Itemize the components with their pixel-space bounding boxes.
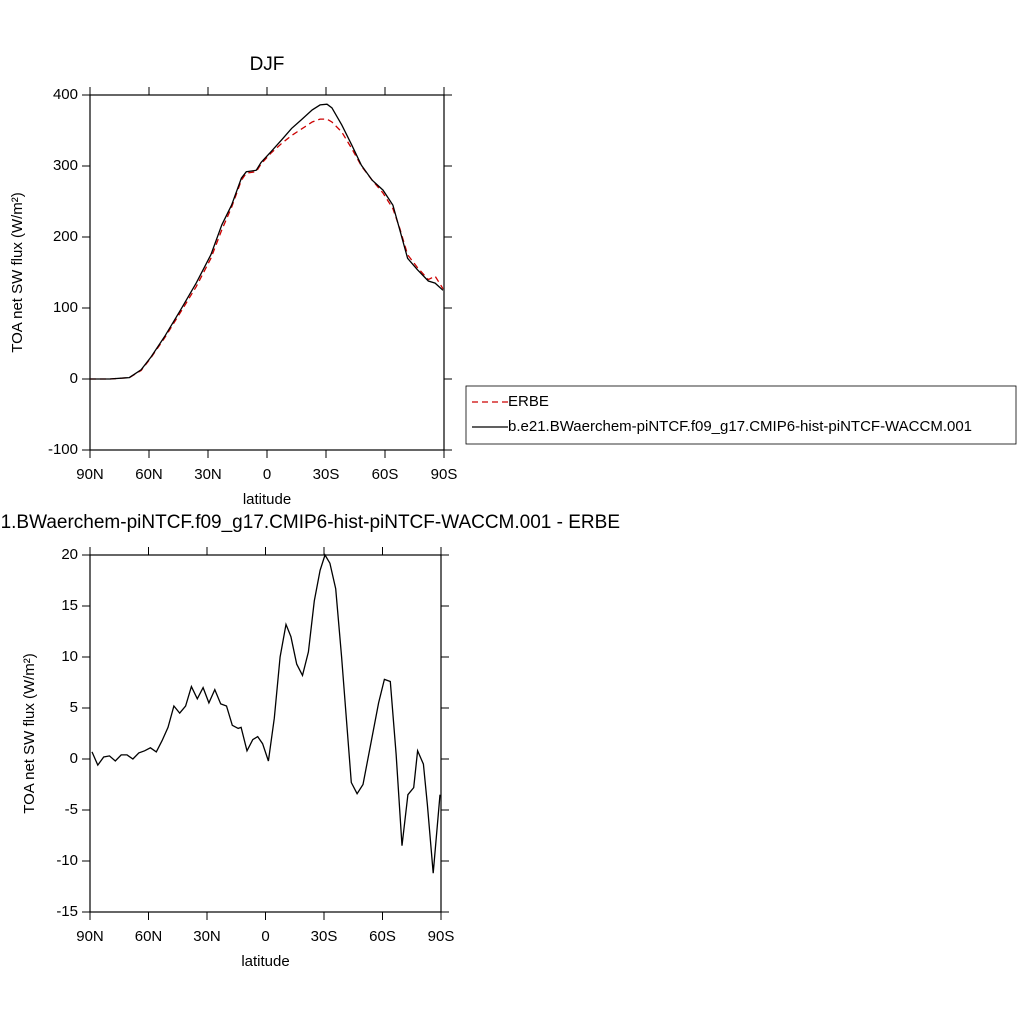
x-tick-label: 30S (311, 928, 338, 945)
legend-label: ERBE (508, 393, 549, 410)
plot-area: DJF latitude TOA net SW flux (W/m²) 90N 60N 3… (9, 54, 1017, 508)
x-tick-label: 30S (313, 466, 340, 483)
x-tick-label: 0 (263, 466, 271, 483)
y-tick-label: 15 (61, 597, 78, 614)
y-axis-label: TOA net SW flux (W/m²) (9, 192, 26, 353)
y-tick-label: -100 (48, 441, 78, 458)
y-tick-label: 400 (53, 86, 78, 103)
y-tick-label: 20 (61, 546, 78, 563)
y-tick-label: -10 (56, 852, 78, 869)
x-tick-label: 60N (135, 928, 163, 945)
y-tick-label: 5 (70, 699, 78, 716)
x-tick-label: 30N (193, 928, 221, 945)
y-tick-label: 200 (53, 228, 78, 245)
x-axis-label: latitude (243, 491, 291, 508)
y-tick-label: 0 (70, 370, 78, 387)
x-tick-label: 90N (76, 928, 104, 945)
series-line (91, 553, 441, 874)
y-tick-label: -5 (65, 801, 78, 818)
chart-title: b.e21.BWaerchem-piNTCF.f09_g17.CMIP6-his… (0, 512, 620, 533)
x-tick-label: 90N (76, 466, 104, 483)
legend-label: b.e21.BWaerchem-piNTCF.f09_g17.CMIP6-his… (508, 418, 972, 435)
chart-title: DJF (250, 54, 285, 75)
plot-frame (89, 94, 445, 451)
x-tick-label: 60N (135, 466, 163, 483)
x-tick-label: 90S (431, 466, 458, 483)
y-axis-label: TOA net SW flux (W/m²) (21, 653, 38, 814)
plot-area: b.e21.BWaerchem-piNTCF.f09_g17.CMIP6-his… (0, 512, 620, 970)
x-axis-label: latitude (241, 953, 289, 970)
plot-frame (89, 554, 442, 913)
legend-box (465, 385, 1017, 445)
series-line (90, 118, 444, 380)
x-tick-label: 60S (372, 466, 399, 483)
y-tick-label: 10 (61, 648, 78, 665)
x-tick-label: 0 (261, 928, 269, 945)
x-tick-label: 60S (369, 928, 396, 945)
x-tick-label: 30N (194, 466, 222, 483)
series-line (90, 103, 444, 380)
x-tick-label: 90S (428, 928, 455, 945)
y-tick-label: 0 (70, 750, 78, 767)
y-tick-label: 100 (53, 299, 78, 316)
y-tick-label: 300 (53, 157, 78, 174)
y-tick-label: -15 (56, 903, 78, 920)
